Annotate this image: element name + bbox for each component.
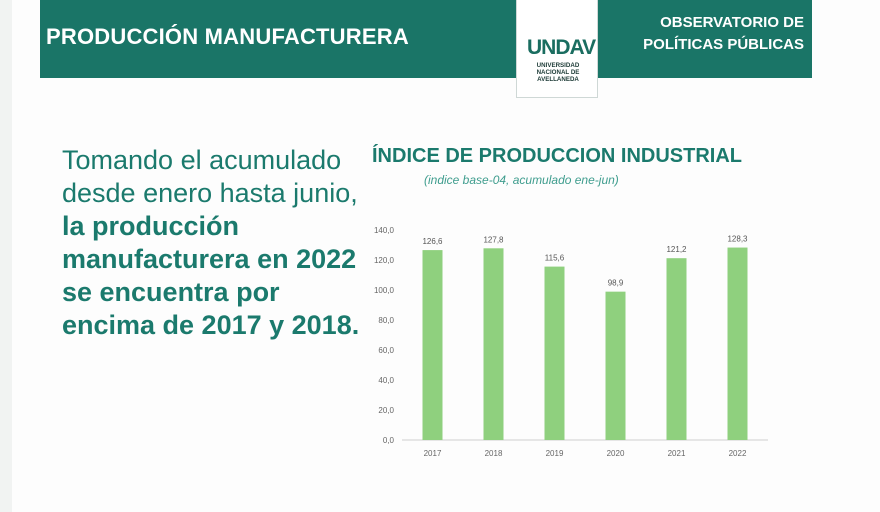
chart-subtitle: (indice base-04, acumulado ene-jun) (424, 173, 619, 187)
logo-mark-text: UNDAV (527, 36, 596, 59)
bar-2019 (544, 266, 565, 440)
x-tick-label-2021: 2021 (668, 449, 686, 458)
y-tick-label: 40,0 (378, 376, 394, 385)
y-tick-label: 80,0 (378, 316, 394, 325)
chart-title: ÍNDICE DE PRODUCCION INDUSTRIAL (372, 145, 743, 167)
data-label-2022: 128,3 (727, 235, 748, 244)
lead-normal-text: Tomando el acumulado desde enero hasta j… (62, 145, 358, 208)
x-tick-label-2018: 2018 (485, 449, 503, 458)
bar-2020 (605, 291, 626, 440)
y-tick-label: 60,0 (378, 346, 394, 355)
x-tick-label-2022: 2022 (729, 449, 747, 458)
university-logo: UNDAV UNIVERSIDAD NACIONAL DE AVELLANEDA (516, 0, 598, 98)
y-tick-label: 0,0 (383, 436, 395, 445)
bar-2018 (483, 248, 504, 440)
header-banner: PRODUCCIÓN MANUFACTURERA UNDAV UNIVERSID… (40, 0, 812, 98)
data-label-2017: 126,6 (422, 237, 443, 246)
y-tick-label: 120,0 (374, 256, 395, 265)
bar-chart: 0,0 20,0 40,0 60,0 80,0 100,0 120,0 140,0 126,6 2… (374, 226, 768, 458)
x-tick-label-2020: 2020 (607, 449, 625, 458)
observatory-label: OBSERVATORIO DE POLÍTICAS PÚBLICAS (643, 14, 804, 53)
x-tick-label-2017: 2017 (424, 449, 442, 458)
y-tick-label: 20,0 (378, 406, 394, 415)
data-label-2021: 121,2 (666, 245, 687, 254)
page-title: PRODUCCIÓN MANUFACTURERA (46, 24, 409, 49)
y-tick-label: 100,0 (374, 286, 395, 295)
bar-2021 (666, 258, 687, 440)
data-label-2019: 115,6 (545, 254, 565, 263)
logo-caption: UNIVERSIDAD NACIONAL DE AVELLANEDA (536, 62, 580, 83)
x-tick-label-2019: 2019 (546, 449, 564, 458)
lead-bold-text: la producción manufacturera en 2022 se e… (62, 211, 360, 340)
lead-paragraph: Tomando el acumulado desde enero hasta j… (62, 144, 362, 342)
left-margin-strip (0, 0, 12, 512)
bar-2022 (727, 247, 748, 440)
bar-2017 (422, 250, 443, 440)
y-tick-label: 140,0 (374, 226, 395, 235)
data-label-2020: 98,9 (608, 279, 624, 288)
data-label-2018: 127,8 (483, 235, 504, 244)
